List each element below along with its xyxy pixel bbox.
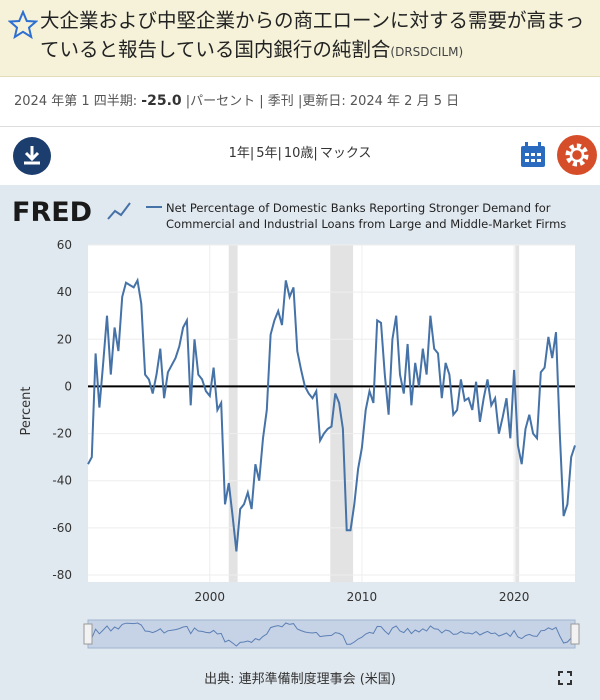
info-line: 2024 年第 1 四半期: -25.0 |パーセント | 季刊 |更新日: 2… bbox=[14, 90, 459, 109]
series-line bbox=[87, 277, 576, 552]
recession-band bbox=[228, 245, 238, 582]
range-10y[interactable]: 10歳| bbox=[283, 146, 318, 161]
navigator-track bbox=[87, 619, 576, 649]
range-5y[interactable]: 5年| bbox=[256, 146, 282, 161]
title-text: 大企業および中堅企業からの商工ローンに対する需要が高まっていると報告している国内… bbox=[40, 9, 585, 61]
range-1y[interactable]: 1年| bbox=[228, 146, 255, 161]
fullscreen-button[interactable] bbox=[558, 671, 572, 685]
y-tick-label: -60 bbox=[52, 521, 72, 535]
header: 大企業および中堅企業からの商工ローンに対する需要が高まっていると報告している国内… bbox=[0, 0, 600, 77]
navigator-handle-left bbox=[83, 623, 93, 645]
divider bbox=[0, 126, 600, 127]
range-selector: 1年| 5年| 10歳| マックス bbox=[0, 142, 600, 161]
title: 大企業および中堅企業からの商工ローンに対する需要が高まっていると報告している国内… bbox=[40, 6, 595, 67]
source: 出典: 連邦準備制度理事会 (米国) bbox=[204, 672, 396, 687]
x-tick-label: 2020 bbox=[499, 590, 530, 604]
y-tick-label: 20 bbox=[57, 332, 72, 346]
legend-entry: Net Percentage of Domestic Banks Reporti… bbox=[166, 201, 567, 231]
latest-value: -25.0 bbox=[141, 93, 182, 109]
chart: FRED Percent -80 -60 -40 -20 0 20 40 60 2000 2010… bbox=[0, 185, 600, 700]
y-tick-label: -40 bbox=[52, 474, 72, 488]
y-tick-label: -20 bbox=[52, 427, 72, 441]
calendar-button[interactable] bbox=[518, 140, 548, 170]
star-icon[interactable] bbox=[8, 10, 38, 40]
download-button[interactable] bbox=[12, 136, 52, 176]
range-max[interactable]: マックス bbox=[319, 146, 372, 161]
y-tick-label: -80 bbox=[52, 568, 72, 582]
x-tick-label: 2000 bbox=[194, 590, 225, 604]
details: |パーセント | 季刊 |更新日: 2024 年 2 月 5 日 bbox=[185, 94, 460, 109]
navigator-handle-right bbox=[570, 623, 580, 645]
logo-icon bbox=[107, 202, 131, 220]
navigator-line bbox=[87, 622, 576, 647]
settings-button[interactable] bbox=[556, 134, 598, 176]
series-code: (DRSDCILM) bbox=[390, 45, 464, 59]
fred-logo: FRED bbox=[12, 197, 92, 228]
x-tick-label: 2010 bbox=[347, 590, 378, 604]
y-tick-label: 40 bbox=[57, 285, 72, 299]
y-tick-label: 60 bbox=[57, 238, 72, 252]
recession-band bbox=[330, 245, 354, 582]
y-tick-label: 0 bbox=[64, 379, 72, 393]
period: 2024 年第 1 四半期: bbox=[14, 94, 138, 109]
y-axis-label: Percent bbox=[19, 387, 34, 436]
